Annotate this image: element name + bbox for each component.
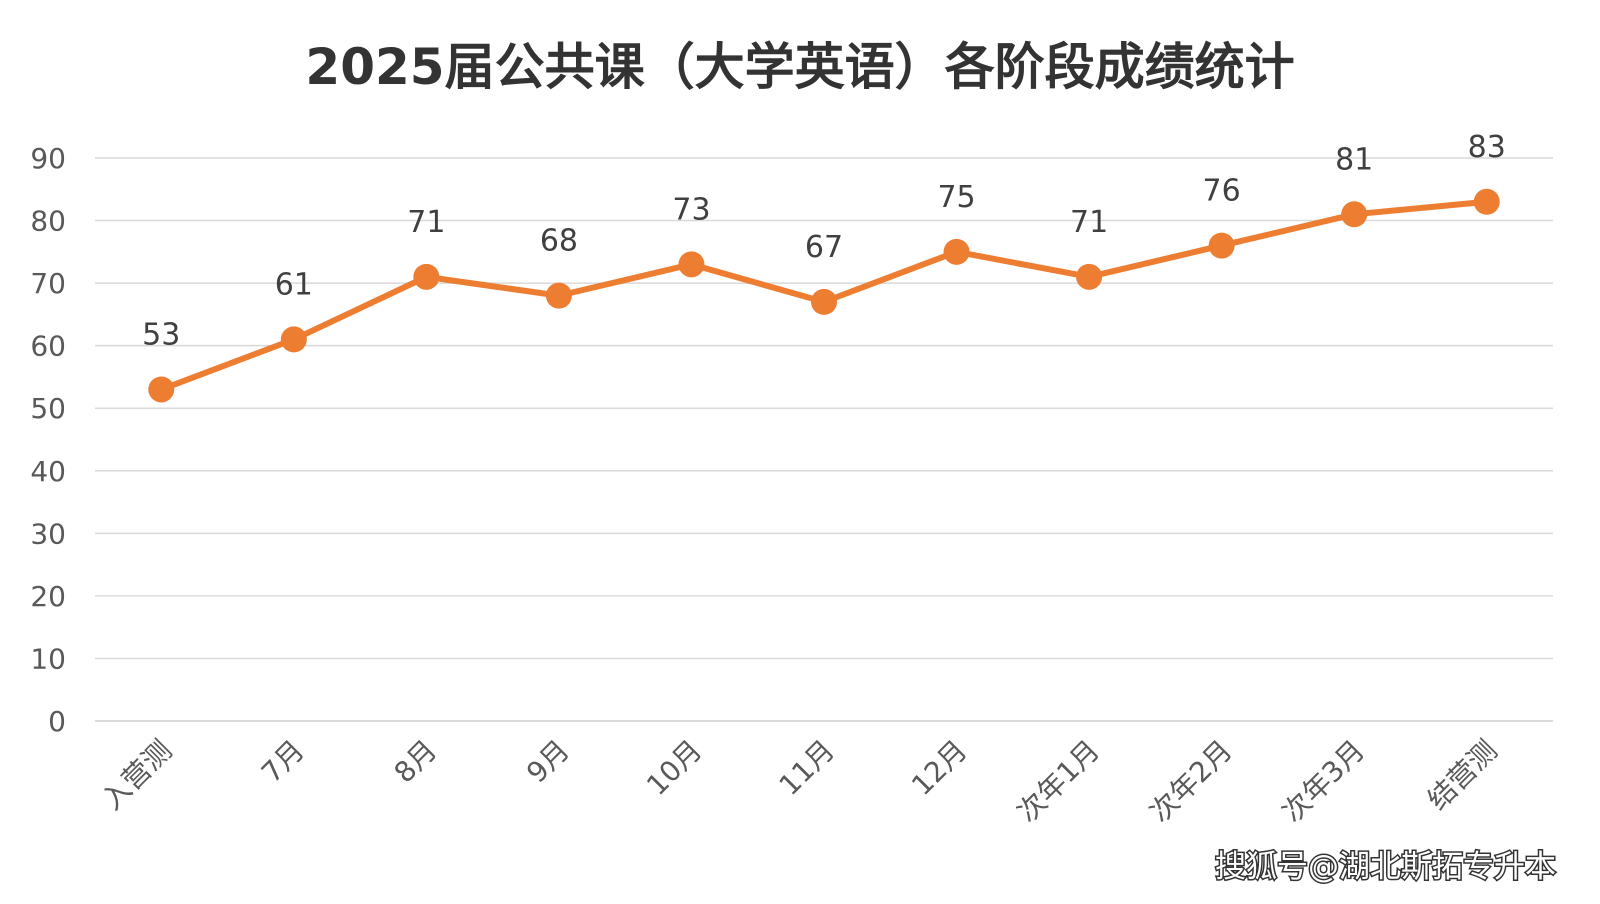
y-tick-label: 70 <box>30 267 66 300</box>
y-tick-label: 0 <box>48 705 66 738</box>
data-label: 73 <box>672 192 710 227</box>
x-tick-label: 次年3月 <box>1276 734 1371 829</box>
series-line-group <box>148 188 1500 403</box>
data-label: 71 <box>407 205 445 240</box>
y-axis-ticks: 0 10 20 30 40 50 60 70 80 90 <box>30 142 66 738</box>
x-tick-label: 11月 <box>773 734 841 802</box>
x-tick-label: 9月 <box>520 734 576 790</box>
y-tick-label: 50 <box>30 392 66 425</box>
watermark-text: 搜狐号@湖北斯拓专升本 <box>1215 849 1556 885</box>
y-tick-label: 20 <box>30 580 66 613</box>
data-point <box>148 376 175 403</box>
y-tick-label: 60 <box>30 330 66 363</box>
y-tick-label: 30 <box>30 517 66 550</box>
data-point <box>678 251 705 278</box>
data-label: 76 <box>1203 174 1241 209</box>
y-tick-label: 80 <box>30 205 66 238</box>
x-axis-ticks: 入营测 7月 8月 9月 10月 11月 12月 次年1月 次年2月 次年3月 结营测 <box>95 734 1503 829</box>
data-label: 75 <box>937 180 975 215</box>
x-tick-label: 10月 <box>640 734 708 802</box>
data-labels: 53 61 71 68 73 67 75 71 76 81 83 <box>142 130 1506 353</box>
x-tick-label: 7月 <box>255 734 311 790</box>
x-tick-label: 8月 <box>388 734 444 790</box>
data-point <box>1076 263 1103 290</box>
gridlines <box>95 157 1553 722</box>
y-tick-label: 40 <box>30 455 66 488</box>
x-tick-label: 次年1月 <box>1011 734 1106 829</box>
chart-title: 2025届公共课（大学英语）各阶段成绩统计 <box>305 38 1294 96</box>
x-tick-label: 结营测 <box>1421 734 1504 817</box>
x-tick-label: 入营测 <box>95 734 178 817</box>
data-label: 71 <box>1070 205 1108 240</box>
data-point <box>545 282 572 309</box>
y-tick-label: 90 <box>30 142 66 175</box>
data-label: 83 <box>1468 130 1506 165</box>
data-label: 81 <box>1335 142 1373 177</box>
data-label: 53 <box>142 317 180 352</box>
x-tick-label: 12月 <box>905 734 973 802</box>
data-label: 68 <box>540 224 578 259</box>
data-point <box>811 288 837 315</box>
data-label: 67 <box>805 230 843 265</box>
data-point <box>280 326 307 353</box>
data-point <box>413 263 440 290</box>
data-point <box>1208 232 1235 259</box>
data-point <box>1473 188 1500 215</box>
x-tick-label: 次年2月 <box>1143 734 1238 829</box>
y-tick-label: 10 <box>30 642 66 675</box>
data-point <box>1341 201 1368 228</box>
data-point <box>943 238 970 265</box>
data-label: 61 <box>275 267 313 302</box>
